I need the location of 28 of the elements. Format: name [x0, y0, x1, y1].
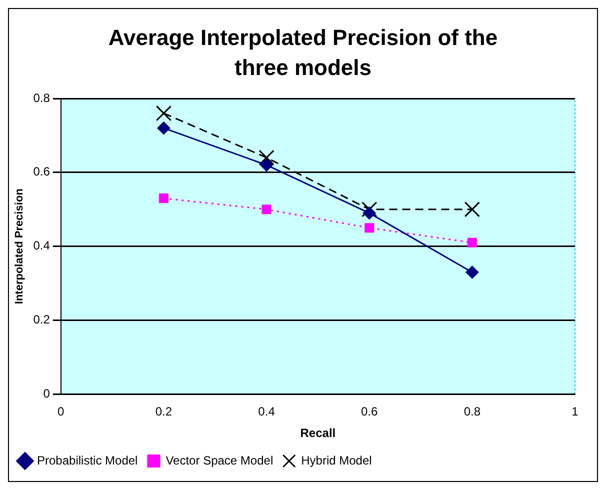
chart-title: Average Interpolated Precision of the three models	[107, 24, 499, 82]
y-tick-label: 0.2	[33, 312, 50, 327]
point	[262, 204, 272, 214]
x-tick-label: 0.6	[361, 404, 378, 419]
point	[258, 150, 274, 166]
x-tick-label: 0.4	[258, 404, 276, 419]
point	[362, 206, 376, 220]
point	[464, 202, 480, 218]
point	[466, 266, 479, 279]
point	[364, 223, 374, 233]
x-tick-label: 1	[572, 404, 579, 419]
y-tick-label: 0.4	[33, 238, 50, 253]
legend-label: Vector Space Model	[166, 453, 274, 468]
y-tick-label: 0	[43, 386, 50, 401]
point	[158, 194, 168, 204]
point	[260, 158, 274, 172]
point	[467, 238, 477, 248]
x-tick-label: 0.8	[464, 404, 481, 419]
point	[157, 122, 170, 135]
legend-label: Hybrid Model	[301, 453, 372, 468]
y-axis-title: Interpolated Precision	[14, 188, 26, 304]
x-axis-title: Recall	[300, 426, 336, 440]
y-tick-label: 0.8	[33, 90, 50, 105]
y-tick-label: 0.6	[33, 164, 50, 179]
point	[156, 105, 172, 122]
x-tick-label: 0	[58, 404, 65, 419]
legend-label: Probabilistic Model	[37, 453, 138, 468]
x-tick-label: 0.2	[155, 404, 172, 419]
